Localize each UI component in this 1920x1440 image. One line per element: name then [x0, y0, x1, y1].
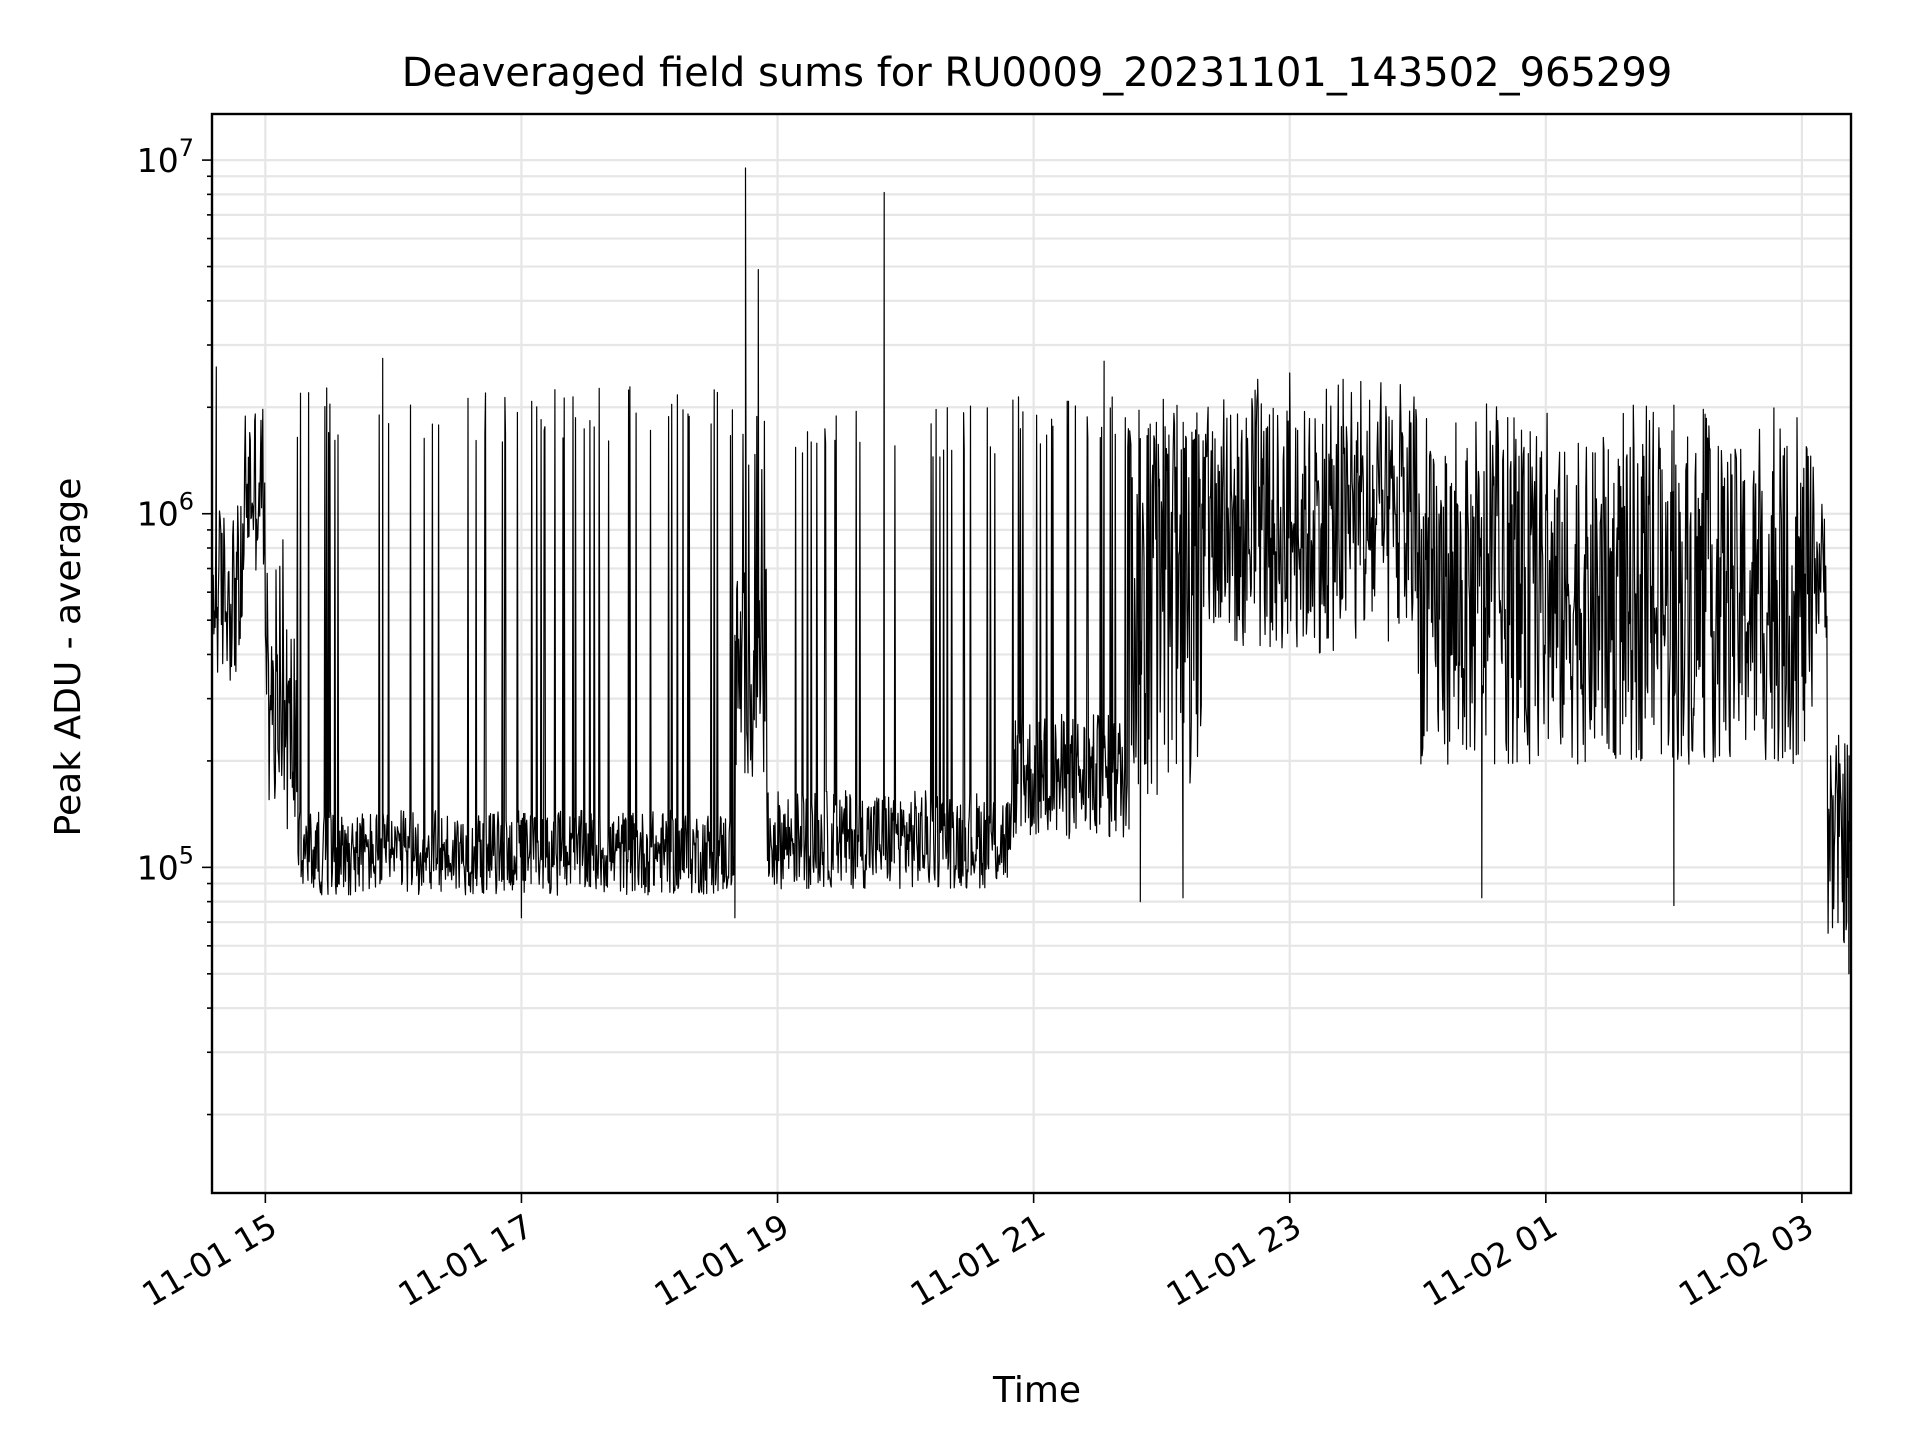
x-axis-label: Time: [992, 1370, 1081, 1411]
y-tick-label: 107: [137, 134, 194, 180]
y-axis-label: Peak ADU - average: [48, 478, 89, 837]
series-group: [211, 167, 1852, 1170]
series-line: [211, 167, 1852, 1170]
plot-frame: [210, 112, 1853, 1195]
y-axis: 105 106 107: [137, 134, 212, 1116]
chart-title: Deaveraged field sums for RU0009_2023110…: [402, 50, 1673, 96]
y-tick-label: 105: [137, 841, 194, 887]
y-tick-label: 106: [137, 488, 194, 534]
